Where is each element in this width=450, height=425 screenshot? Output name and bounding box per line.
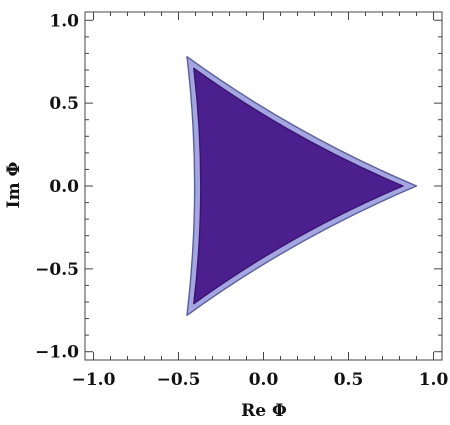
tick-label-layer: −1.0 −0.5 0.0 0.5 1.0 −1.0 −0.5 0.0 0.5 1.0	[35, 11, 448, 390]
y-tick-label: 0.5	[49, 94, 79, 114]
inner-region	[193, 67, 404, 305]
x-axis-label: Re Φ	[241, 401, 287, 421]
y-tick-label: −0.5	[35, 260, 79, 280]
x-tick-label: 0.0	[249, 370, 279, 390]
x-tick-label: −0.5	[157, 370, 201, 390]
x-tick-label: −1.0	[72, 370, 116, 390]
y-tick-label: 1.0	[49, 11, 79, 31]
x-tick-label: 1.0	[419, 370, 449, 390]
y-tick-label: 0.0	[49, 177, 79, 197]
y-tick-label: −1.0	[35, 343, 79, 363]
region-layer	[186, 56, 418, 316]
tick-layer	[85, 12, 442, 360]
y-axis-label: Im Φ	[4, 161, 24, 208]
x-tick-label: 0.5	[334, 370, 364, 390]
